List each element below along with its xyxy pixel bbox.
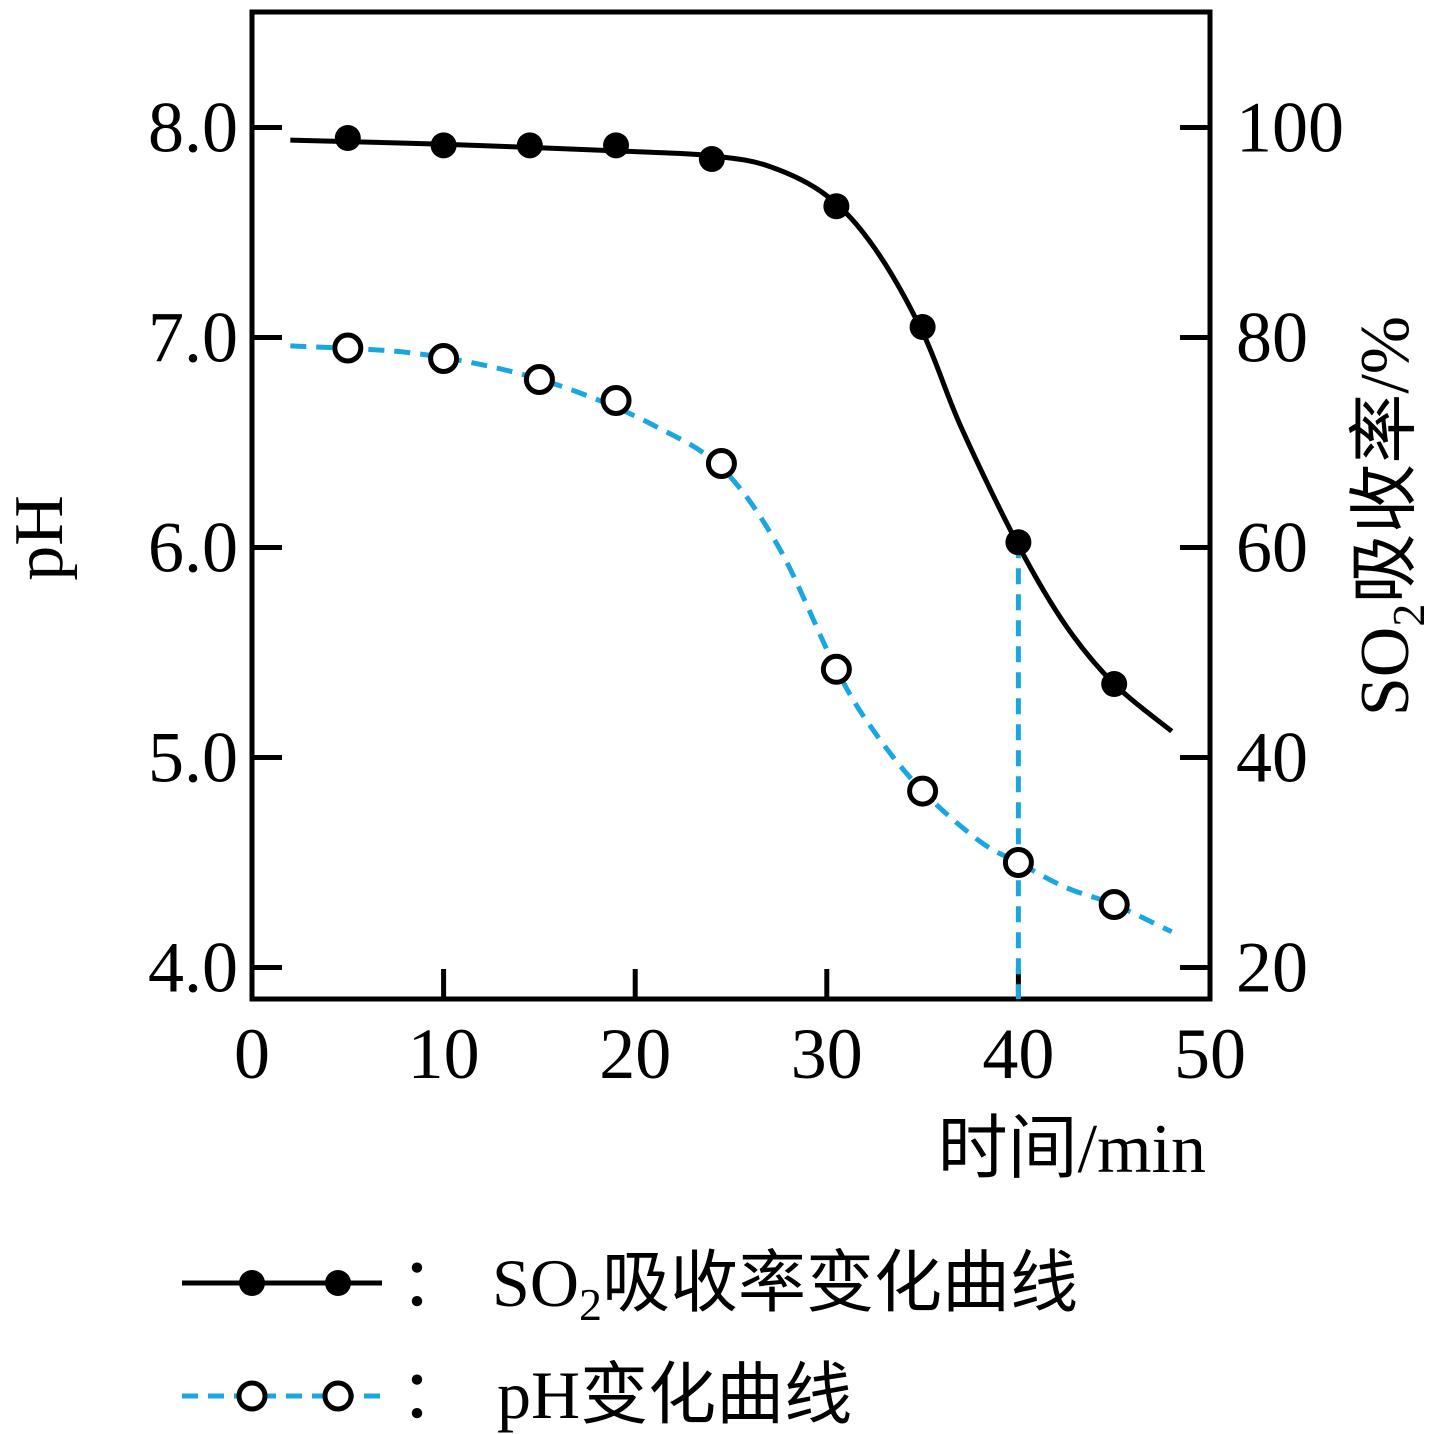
series-1-point-4	[705, 448, 737, 479]
series-1-point-3	[600, 385, 632, 416]
legend-label-so2-main: SO	[492, 1245, 579, 1321]
x-tick-label-5: 50	[1174, 1014, 1246, 1094]
x-tick-label-0: 0	[234, 1014, 270, 1094]
legend-sample-ph-marker-1	[322, 1380, 354, 1412]
series-0-point-5	[823, 193, 850, 220]
y-left-tick-label-0: 4.0	[148, 928, 238, 1008]
legend-label-so2-rest: 吸收率变化曲线	[602, 1245, 1078, 1321]
right-axis-tick-labels: 20 40 60 80 100	[1236, 88, 1344, 1008]
series-0-point-3	[603, 132, 630, 159]
x-tick-label-3: 30	[791, 1014, 863, 1094]
x-axis-tick-labels: 0 10 20 30 40 50	[234, 1014, 1246, 1094]
series-1-point-1	[428, 343, 460, 374]
legend-label-ph: pH变化曲线	[497, 1357, 852, 1433]
legend-sample-ph-marker-0	[236, 1380, 268, 1412]
series-1-point-8	[1098, 889, 1130, 920]
legend-sample-so2	[182, 1270, 382, 1296]
x-tick-label-2: 20	[599, 1014, 671, 1094]
series-1-line	[290, 343, 1173, 935]
series-1-point-2	[523, 364, 555, 395]
series-1-point-0	[332, 332, 364, 364]
series-0-point-2	[516, 132, 543, 159]
legend-sample-ph	[182, 1380, 382, 1412]
y-right-axis-title: SO2吸收率/%	[1347, 316, 1433, 716]
x-axis-title: 时间/min	[938, 1111, 1206, 1188]
y-right-tick-label-0: 20	[1236, 928, 1308, 1008]
plot-frame	[249, 9, 1213, 1002]
series-0-point-1	[430, 132, 457, 159]
legend-separator-0: ：	[400, 1245, 468, 1321]
y-left-tick-label-1: 5.0	[148, 718, 238, 798]
legend-label-so2: SO2吸收率变化曲线	[492, 1245, 1078, 1330]
series-0-point-7	[1005, 529, 1032, 556]
legend-sample-so2-marker-1	[325, 1270, 351, 1296]
y-right-tick-label-4: 100	[1236, 88, 1344, 168]
series-0-point-0	[334, 125, 361, 151]
y-right-title-rest: 吸收率/%	[1347, 316, 1424, 604]
y-right-title-sub: 2	[1383, 604, 1433, 627]
legend: ： SO2吸收率变化曲线 ： pH变化曲线	[182, 1245, 1078, 1433]
legend-sample-so2-marker-0	[239, 1270, 265, 1296]
series-0-line	[290, 137, 1174, 734]
axis-ticks	[249, 125, 1213, 999]
y-left-axis-title: pH	[1, 495, 78, 581]
legend-separator-1: ：	[400, 1357, 468, 1433]
y-right-tick-label-3: 80	[1236, 298, 1308, 378]
legend-label-so2-sub: 2	[579, 1279, 602, 1330]
y-right-tick-label-1: 40	[1236, 718, 1308, 798]
series-0-point-6	[909, 314, 936, 340]
series-layer	[290, 125, 1174, 999]
left-axis-tick-labels: 4.0 5.0 6.0 7.0 8.0	[148, 88, 238, 1008]
series-0-point-4	[698, 146, 725, 172]
y-right-title-main: SO	[1347, 627, 1424, 716]
y-left-tick-label-3: 7.0	[148, 298, 238, 378]
series-1-point-7	[1002, 847, 1034, 878]
y-right-tick-label-2: 60	[1236, 508, 1308, 588]
x-tick-label-1: 10	[408, 1014, 480, 1094]
y-left-tick-label-4: 8.0	[148, 88, 238, 168]
series-1-point-5	[820, 653, 852, 685]
x-tick-label-4: 40	[982, 1014, 1054, 1094]
y-left-tick-label-2: 6.0	[148, 508, 238, 588]
legend-label-ph-main: pH变化曲线	[497, 1357, 852, 1433]
series-0-point-8	[1101, 671, 1128, 697]
series-1-point-6	[907, 775, 939, 807]
